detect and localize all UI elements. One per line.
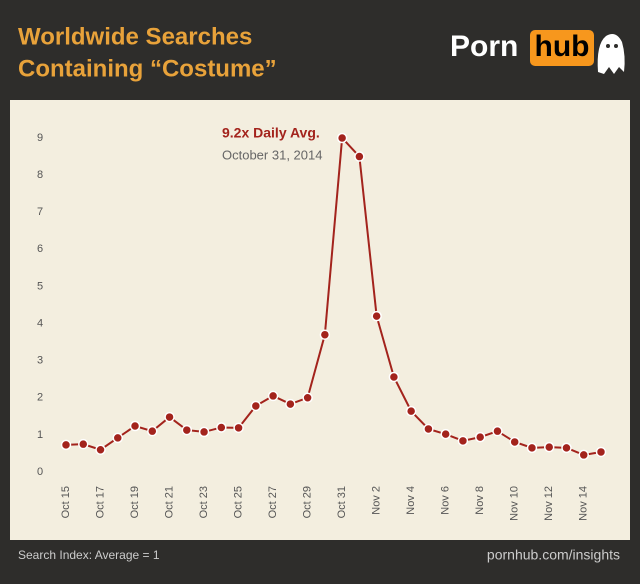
brand-text: hub — [535, 30, 590, 63]
y-tick-label: 7 — [37, 206, 43, 218]
data-point — [578, 449, 589, 461]
data-point — [440, 428, 451, 440]
y-tick-label: 5 — [37, 280, 43, 292]
y-tick-label: 6 — [37, 243, 43, 255]
annotation-subtext: October 31, 2014 — [222, 147, 322, 162]
x-tick-label: Oct 31 — [336, 486, 348, 518]
y-tick-label: 1 — [37, 429, 43, 441]
x-tick-label: Oct 21 — [163, 486, 175, 518]
x-tick-label: Nov 2 — [371, 486, 383, 515]
plot-panel — [10, 100, 630, 540]
y-tick-label: 8 — [37, 169, 43, 181]
x-tick-label: Nov 14 — [578, 486, 590, 521]
data-point — [509, 436, 520, 448]
ghost-eye — [614, 44, 618, 48]
data-point — [216, 422, 227, 433]
data-point — [302, 392, 313, 404]
y-tick-label: 0 — [37, 466, 43, 478]
data-point — [250, 400, 262, 412]
data-point — [492, 425, 503, 437]
data-point — [181, 424, 193, 436]
data-point — [267, 390, 279, 402]
x-tick-label: Nov 10 — [509, 486, 521, 521]
data-point — [595, 446, 607, 458]
x-tick-label: Nov 4 — [405, 486, 417, 515]
data-point — [371, 310, 382, 322]
data-point — [354, 151, 365, 162]
x-tick-label: Oct 19 — [129, 486, 141, 518]
y-tick-label: 2 — [37, 392, 43, 404]
x-tick-label: Nov 8 — [474, 486, 486, 515]
data-point — [543, 441, 555, 453]
data-point — [336, 132, 348, 144]
data-point — [405, 405, 417, 417]
source: pornhub.com/insights — [487, 547, 620, 563]
brand-text: Porn — [450, 30, 518, 63]
x-tick-label: Oct 29 — [302, 486, 314, 518]
data-point — [474, 431, 486, 443]
x-tick-label: Nov 12 — [543, 486, 555, 521]
x-tick-label: Oct 25 — [232, 486, 244, 518]
x-tick-label: Oct 27 — [267, 486, 279, 518]
data-point — [319, 329, 331, 340]
annotation: 9.2x Daily Avg. — [222, 125, 320, 141]
x-tick-label: Oct 17 — [94, 486, 106, 518]
chart-title: Containing “Costume” — [18, 55, 277, 82]
x-tick-label: Nov 6 — [440, 486, 452, 515]
data-point — [129, 420, 141, 432]
ghost-eye — [606, 44, 610, 48]
data-point — [95, 444, 106, 455]
y-tick-label: 4 — [37, 317, 43, 329]
data-point — [147, 425, 158, 437]
data-point — [78, 438, 89, 450]
data-point — [423, 423, 434, 435]
chart-title: Worldwide Searches — [18, 23, 252, 50]
data-point — [198, 426, 210, 438]
data-point — [233, 422, 244, 434]
data-point — [285, 398, 296, 410]
x-tick-label: Oct 15 — [60, 486, 72, 518]
data-point — [561, 442, 572, 454]
data-point — [526, 442, 538, 454]
data-point — [60, 439, 72, 451]
data-point — [388, 371, 400, 383]
data-point — [112, 432, 124, 444]
y-tick-label: 3 — [37, 355, 43, 367]
footnote: Search Index: Average = 1 — [18, 548, 160, 562]
ghost-icon — [597, 34, 625, 74]
data-point — [164, 411, 175, 423]
data-point — [457, 435, 469, 447]
y-tick-label: 9 — [37, 132, 43, 144]
brand-box — [530, 30, 594, 66]
x-tick-label: Oct 23 — [198, 486, 210, 518]
